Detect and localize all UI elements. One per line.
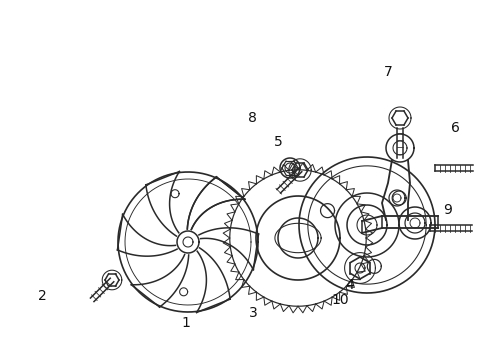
Text: 3: 3: [248, 306, 257, 320]
Text: 2: 2: [38, 289, 46, 303]
Text: 4: 4: [345, 278, 354, 292]
Text: 6: 6: [449, 121, 459, 135]
Text: 1: 1: [181, 316, 190, 330]
Text: 10: 10: [330, 293, 348, 307]
Text: 7: 7: [383, 65, 391, 79]
Text: 5: 5: [273, 135, 282, 149]
Text: 8: 8: [247, 111, 256, 125]
Text: 9: 9: [443, 203, 451, 217]
